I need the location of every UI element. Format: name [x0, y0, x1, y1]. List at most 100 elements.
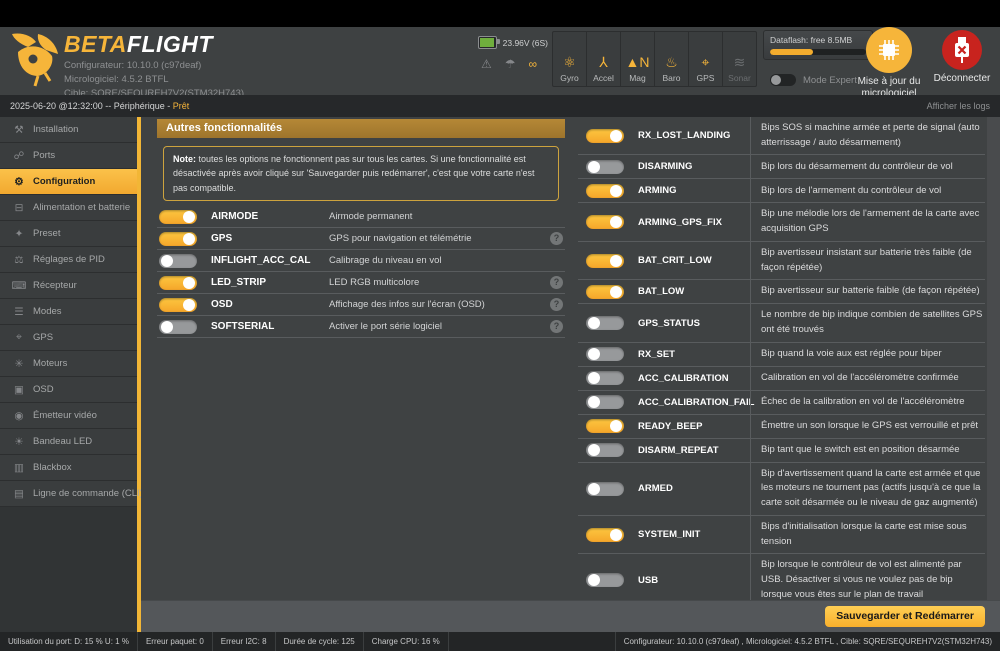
help-icon[interactable]: ? [550, 320, 563, 334]
beeper-toggle[interactable] [586, 347, 624, 362]
sidebar-item-receiver[interactable]: ⌨ Récepteur [0, 273, 137, 299]
sidebar-item-label: Réglages de PID [33, 254, 105, 265]
beeper-toggle[interactable] [586, 527, 624, 542]
beeper-row-SYSTEM_INIT: SYSTEM_INIT Bips d'initialisation lorsqu… [578, 515, 985, 555]
beeper-toggle[interactable] [586, 443, 624, 458]
beeper-description: Bips SOS si machine armée et perte de si… [750, 117, 985, 155]
beeper-row-DISARM_REPEAT: DISARM_REPEAT Bip tant que le switch est… [578, 438, 985, 463]
betaflight-hornet-logo-icon [12, 33, 58, 87]
version-info: Configurateur: 10.10.0 (c97deaf) Microlo… [64, 59, 244, 100]
battery-voltage: 23.96V (6S) [502, 37, 548, 48]
beeper-description: Émettre un son lorsque le GPS est verrou… [750, 414, 985, 438]
sidebar-item-icon: ▤ [14, 487, 24, 500]
sidebar-item-gps[interactable]: ⌖ GPS [0, 325, 137, 351]
beeper-toggle[interactable] [586, 284, 624, 299]
sidebar-item-icon: ⌖ [16, 331, 22, 343]
battery-icon [478, 36, 500, 49]
beeper-toggle[interactable] [586, 128, 624, 143]
beeper-row-GPS_STATUS: GPS_STATUS Le nombre de bip indique comb… [578, 304, 985, 343]
feature-toggle[interactable] [159, 231, 197, 246]
sidebar-item-blackbox[interactable]: ▥ Blackbox [0, 455, 137, 481]
beeper-toggle[interactable] [586, 419, 624, 434]
sidebar-item-motors[interactable]: ✳ Moteurs [0, 351, 137, 377]
sidebar-item-led[interactable]: ☀ Bandeau LED [0, 429, 137, 455]
save-and-reboot-button[interactable]: Sauvegarder et Redémarrer [825, 606, 985, 627]
help-icon[interactable]: ? [550, 298, 563, 312]
firmware-update-button[interactable]: Mise à jour du micrologiciel [849, 27, 929, 100]
show-logs-link[interactable]: Afficher les logs [926, 101, 990, 111]
feature-row-INFLIGHT_ACC_CAL: INFLIGHT_ACC_CAL Calibrage du niveau en … [157, 250, 565, 273]
brand-flight: FLIGHT [126, 31, 213, 57]
beeper-name: ARMED [638, 483, 673, 495]
sidebar-item-icon: ◉ [14, 409, 24, 422]
sidebar-item-preset[interactable]: ✦ Preset [0, 221, 137, 247]
sensor-icon: ≋ [733, 54, 746, 70]
beeper-description: Bip avertisseur sur batterie faible (de … [750, 280, 985, 304]
beeper-name: GPS_STATUS [638, 317, 700, 329]
feature-toggle[interactable] [159, 209, 197, 224]
beeper-description: Bip tant que le switch est en position d… [750, 438, 985, 462]
sidebar-item-configuration[interactable]: ⚙ Configuration [0, 169, 137, 195]
feature-description: Affichage des infos sur l'écran (OSD) [329, 299, 485, 311]
help-icon[interactable]: ? [550, 232, 563, 246]
sidebar-item-label: Ports [33, 150, 56, 161]
usb-disconnect-icon [942, 30, 982, 70]
sensor-icon: ♨ [665, 54, 678, 70]
beeper-name: RX_LOST_LANDING [638, 130, 731, 142]
footer-version-info: Configurateur: 10.10.0 (c97deaf) , Micro… [614, 632, 1000, 651]
sidebar-item-icon: ☰ [14, 305, 24, 318]
sidebar-item-pid[interactable]: ⚖ Réglages de PID [0, 247, 137, 273]
feature-name: AIRMODE [211, 211, 259, 223]
beeper-name: ARMING [638, 185, 677, 197]
disconnect-button[interactable]: Déconnecter [929, 27, 995, 85]
sidebar-item-osd[interactable]: ▣ OSD [0, 377, 137, 403]
beeper-toggle[interactable] [586, 253, 624, 268]
beeper-description: Bip lorsque le contrôleur de vol est ali… [750, 554, 985, 607]
beeper-toggle[interactable] [586, 183, 624, 198]
feature-toggle[interactable] [159, 297, 197, 312]
help-icon[interactable]: ? [550, 276, 563, 290]
beeper-toggle[interactable] [586, 481, 624, 496]
compatibility-note: Note: toutes les options ne fonctionnent… [163, 146, 559, 202]
connection-statusbar: 2025-06-20 @12:32:00 -- Périphérique - P… [0, 95, 1000, 117]
indicator-link: ∞ [528, 57, 538, 71]
sidebar-item-icon: ☀ [14, 435, 24, 448]
beeper-toggle[interactable] [586, 159, 624, 174]
target-name: Cible: SQRE/SEQUREH7V2(STM32H743) [64, 87, 245, 99]
beeper-toggle[interactable] [586, 371, 624, 386]
feature-toggle[interactable] [159, 275, 197, 290]
expert-mode-switch[interactable] [770, 74, 796, 86]
sidebar-item-battery[interactable]: ⊟ Alimentation et batterie [0, 195, 137, 221]
feature-name: SOFTSERIAL [211, 321, 275, 333]
sensor-gps: ⌖ GPS [689, 32, 723, 86]
beeper-name: ARMING_GPS_FIX [638, 216, 722, 228]
sensor-mag: ▲N Mag [621, 32, 655, 86]
feature-rows: AIRMODE Airmode permanent ? GPS GPS pour… [157, 206, 565, 339]
app-header: BETAFLIGHT Configurateur: 10.10.0 (c97de… [0, 27, 1000, 99]
sidebar-item-label: Bandeau LED [33, 436, 93, 447]
sidebar-item-icon: ⌨ [11, 279, 27, 292]
sidebar-item-modes[interactable]: ☰ Modes [0, 299, 137, 325]
sidebar-item-ports[interactable]: ☍ Ports [0, 143, 137, 169]
sidebar-item-vtx[interactable]: ◉ Émetteur vidéo [0, 403, 137, 429]
content-scrollbar[interactable] [987, 117, 1000, 600]
beeper-toggle[interactable] [586, 215, 624, 230]
beeper-row-ARMING: ARMING Bip lors de l'armement du contrôl… [578, 179, 985, 204]
feature-toggle[interactable] [159, 319, 197, 334]
beeper-toggle[interactable] [586, 316, 624, 331]
sidebar-item-icon: ☍ [13, 149, 25, 162]
sidebar-item-label: Alimentation et batterie [33, 202, 131, 213]
sidebar-item-icon: ⚙ [14, 175, 24, 188]
firmware-update-label: Mise à jour du micrologiciel [857, 76, 921, 99]
beeper-toggle[interactable] [586, 573, 624, 588]
beeper-toggle[interactable] [586, 395, 624, 410]
expert-mode-toggle[interactable]: Mode Expert [770, 74, 857, 86]
beeper-row-RX_SET: RX_SET Bip quand la voie aux est réglée … [578, 342, 985, 367]
footer-stat-cell: Durée de cycle: 125 [276, 632, 364, 651]
sidebar-item-installation[interactable]: ⚒ Installation [0, 117, 137, 143]
sidebar-item-label: Moteurs [33, 358, 68, 369]
sidebar-item-cli[interactable]: ▤ Ligne de commande (CLI) [0, 481, 143, 507]
feature-toggle[interactable] [159, 253, 197, 268]
beeper-row-BAT_CRIT_LOW: BAT_CRIT_LOW Bip avertisseur insistant s… [578, 241, 985, 281]
